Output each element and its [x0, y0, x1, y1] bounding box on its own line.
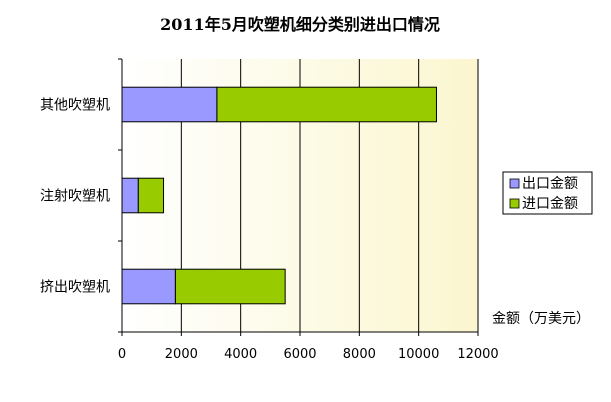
- category-label-2: 挤出吹塑机: [40, 280, 110, 296]
- x-tick-label-0: 0: [118, 347, 126, 362]
- x-tick-label-12000: 12000: [457, 347, 498, 362]
- x-tick-label-6000: 6000: [283, 347, 316, 362]
- bar-import-0: [216, 86, 437, 123]
- x-tick-labels: 0 2000 4000 6000 8000 10000 12000: [118, 347, 499, 362]
- legend-label-import: 进口金额: [522, 196, 578, 212]
- bar-import-2: [174, 268, 286, 305]
- bars-layer: [121, 86, 437, 305]
- category-label-1: 注射吹塑机: [40, 189, 110, 205]
- chart-title: 2011年5月吹塑机细分类别进出口情况: [160, 15, 440, 34]
- bar-export-0: [121, 86, 218, 123]
- x-axis-label: 金额（万美元）: [492, 311, 590, 327]
- legend-label-export: 出口金额: [522, 176, 578, 192]
- bar-export-1: [121, 177, 139, 214]
- bar-import-1: [137, 177, 165, 214]
- legend: 出口金额 进口金额: [502, 171, 593, 215]
- axes: [118, 58, 479, 336]
- bar-export-2: [121, 268, 176, 305]
- x-tick-label-10000: 10000: [398, 347, 439, 362]
- category-label-0: 其他吹塑机: [40, 98, 110, 114]
- x-tick-label-4000: 4000: [224, 347, 257, 362]
- x-tick-label-2000: 2000: [165, 347, 198, 362]
- legend-swatch-import: [509, 198, 520, 209]
- x-tick-label-8000: 8000: [343, 347, 376, 362]
- legend-swatch-export: [509, 178, 520, 189]
